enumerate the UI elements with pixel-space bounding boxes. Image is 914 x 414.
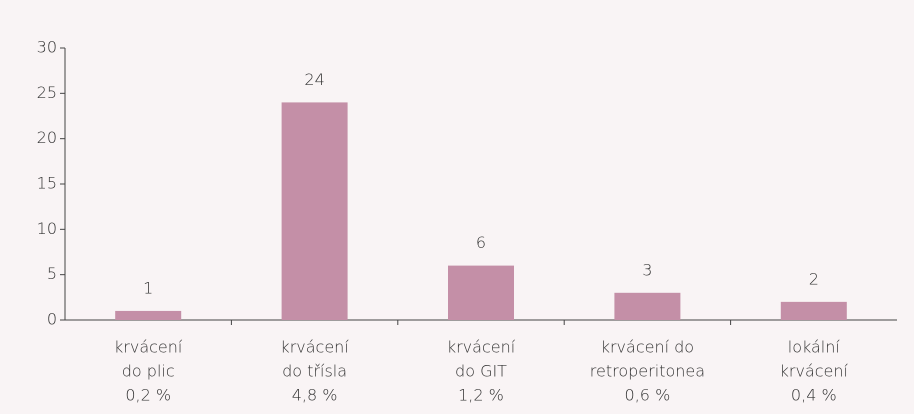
bar: [115, 310, 182, 320]
x-tick-label: do plic: [122, 362, 175, 381]
x-tick-label: 4,8 %: [292, 386, 338, 405]
x-tick-label: do třísla: [282, 362, 347, 381]
bar: [448, 265, 514, 320]
y-tick-label: 20: [37, 128, 57, 147]
x-tick-label: krvácení: [780, 362, 849, 381]
bar: [614, 292, 681, 320]
data-label: 1: [143, 278, 153, 297]
x-tick-label: krvácení: [447, 338, 516, 357]
y-tick-label: 30: [37, 38, 57, 57]
x-tick-label: 1,2 %: [458, 386, 504, 405]
x-tick-label: retroperitonea: [590, 362, 705, 381]
data-label: 24: [304, 70, 324, 89]
data-label: 6: [476, 233, 486, 252]
x-tick-label: 0,4 %: [791, 386, 837, 405]
y-tick-label: 0: [47, 310, 57, 329]
x-tick-label: lokální: [788, 338, 841, 357]
bar: [780, 301, 847, 320]
y-tick-label: 10: [37, 219, 57, 238]
x-tick-label: krvácení do: [601, 338, 694, 357]
y-tick-label: 5: [47, 264, 57, 283]
data-label: 3: [642, 260, 652, 279]
x-tick-label: krvácení: [114, 338, 183, 357]
y-tick-label: 15: [37, 174, 57, 193]
x-tick-label: 0,2 %: [125, 386, 171, 405]
x-tick-label: krvácení: [280, 338, 349, 357]
y-tick-label: 25: [37, 83, 57, 102]
bar: [281, 102, 348, 321]
x-tick-label: 0,6 %: [625, 386, 671, 405]
x-tick-label: do GIT: [455, 362, 507, 381]
data-label: 2: [809, 269, 819, 288]
